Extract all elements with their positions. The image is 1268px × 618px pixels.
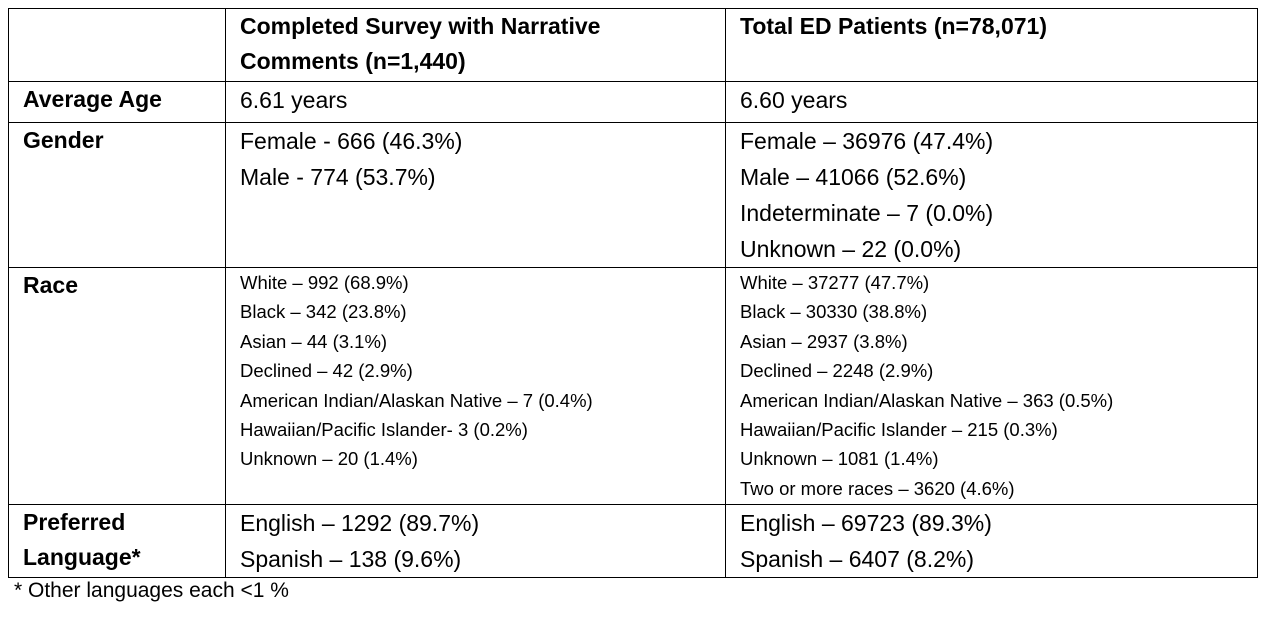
language-total-item: Spanish – 6407 (8.2%): [740, 546, 974, 572]
gender-survey-item: Male - 774 (53.7%): [240, 164, 436, 190]
race-survey-item: Hawaiian/Pacific Islander- 3 (0.2%): [240, 419, 528, 441]
header-total: Total ED Patients (n=78,071): [725, 8, 1258, 82]
race-total-item: Two or more races – 3620 (4.6%): [740, 477, 1015, 499]
race-total-item: Hawaiian/Pacific Islander – 215 (0.3%): [740, 419, 1058, 441]
language-total-item: English – 69723 (89.3%): [740, 510, 992, 536]
language-label-line: Language*: [23, 544, 141, 570]
footnote: * Other languages each <1 %: [14, 579, 289, 602]
header-survey: Completed Survey with Narrative Comments…: [225, 8, 726, 82]
demographics-table: Completed Survey with Narrative Comments…: [8, 8, 1258, 578]
race-total-item: American Indian/Alaskan Native – 363 (0.…: [740, 389, 1114, 411]
gender-total-item: Unknown – 22 (0.0%): [740, 236, 962, 262]
cell-race-total: White – 37277 (47.7%) Black – 30330 (38.…: [725, 267, 1258, 505]
cell-gender-total: Female – 36976 (47.4%) Male – 41066 (52.…: [725, 122, 1258, 268]
race-survey-item: Asian – 44 (3.1%): [240, 330, 388, 352]
row-label-race: Race: [8, 267, 226, 505]
row-label-age: Average Age: [8, 81, 226, 123]
language-survey-item: English – 1292 (89.7%): [240, 510, 480, 536]
header-row: Completed Survey with Narrative Comments…: [8, 8, 1258, 82]
row-race: Race White – 992 (68.9%) Black – 342 (23…: [8, 267, 1258, 505]
cell-language-survey: English – 1292 (89.7%) Spanish – 138 (9.…: [225, 504, 726, 578]
language-label-line: Preferred: [23, 509, 126, 535]
gender-total-item: Indeterminate – 7 (0.0%): [740, 200, 994, 226]
race-total-item: White – 37277 (47.7%): [740, 272, 930, 293]
race-total-item: Black – 30330 (38.8%): [740, 301, 928, 323]
row-label-language: Preferred Language*: [8, 504, 226, 578]
row-label-gender: Gender: [8, 122, 226, 268]
language-survey-item: Spanish – 138 (9.6%): [240, 546, 462, 572]
race-survey-item: American Indian/Alaskan Native – 7 (0.4%…: [240, 389, 593, 411]
row-preferred-language: Preferred Language* English – 1292 (89.7…: [8, 504, 1258, 578]
race-total-item: Asian – 2937 (3.8%): [740, 330, 908, 352]
gender-total-item: Male – 41066 (52.6%): [740, 164, 967, 190]
cell-age-total: 6.60 years: [725, 81, 1258, 123]
cell-age-survey: 6.61 years: [225, 81, 726, 123]
header-cell-empty: [8, 8, 226, 82]
gender-total-item: Female – 36976 (47.4%): [740, 128, 994, 154]
race-survey-item: Black – 342 (23.8%): [240, 301, 407, 323]
cell-gender-survey: Female - 666 (46.3%) Male - 774 (53.7%): [225, 122, 726, 268]
row-average-age: Average Age 6.61 years 6.60 years: [8, 81, 1258, 123]
race-survey-item: White – 992 (68.9%): [240, 272, 409, 293]
row-gender: Gender Female - 666 (46.3%) Male - 774 (…: [8, 122, 1258, 268]
cell-race-survey: White – 992 (68.9%) Black – 342 (23.8%) …: [225, 267, 726, 505]
race-survey-item: Unknown – 20 (1.4%): [240, 448, 418, 470]
cell-language-total: English – 69723 (89.3%) Spanish – 6407 (…: [725, 504, 1258, 578]
race-total-item: Unknown – 1081 (1.4%): [740, 448, 939, 470]
gender-survey-item: Female - 666 (46.3%): [240, 128, 463, 154]
race-survey-item: Declined – 42 (2.9%): [240, 360, 413, 382]
race-total-item: Declined – 2248 (2.9%): [740, 360, 934, 382]
